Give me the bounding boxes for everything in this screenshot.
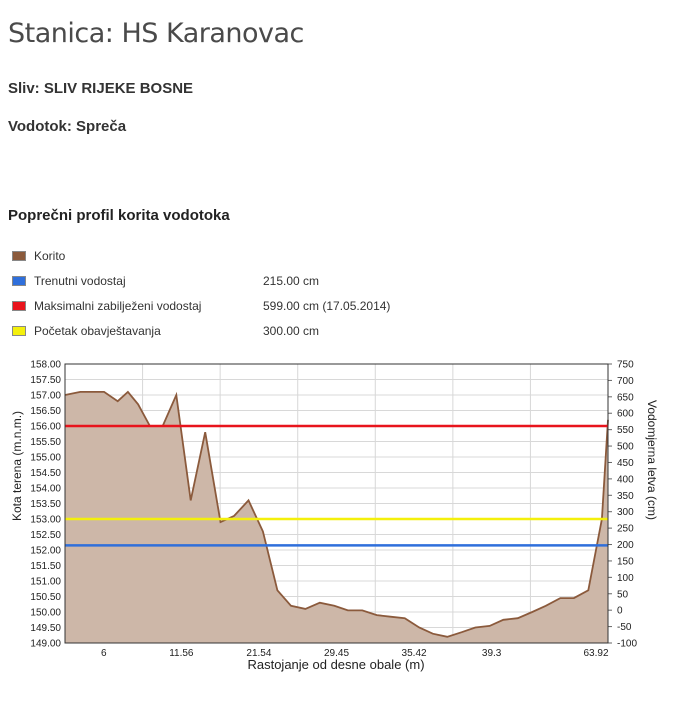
y-tick-label: 149.00 (30, 639, 61, 650)
plot-frame (64, 363, 609, 644)
x-tick-label: 29.45 (324, 648, 349, 659)
y-tick-label: 153.00 (30, 515, 61, 526)
y2-axis-label: Vodomjerna letva (cm) (645, 400, 659, 520)
y2-tick-label: 400 (617, 474, 634, 485)
y-tick-label: 149.50 (30, 623, 61, 634)
legend-label: Trenutni vodostaj (34, 274, 126, 288)
y2-tick-label: -100 (617, 639, 637, 650)
legend-swatch (12, 301, 26, 311)
y-tick-label: 157.50 (30, 375, 61, 386)
y-tick-label: 157.00 (30, 391, 61, 402)
legend-label: Korito (34, 249, 66, 263)
legend-swatch (12, 251, 26, 261)
legend-swatch (12, 326, 26, 336)
y-tick-label: 152.00 (30, 546, 61, 557)
legend-item-alert-level: Početak obavještavanja 300.00 cm (12, 323, 632, 348)
basin-label: Sliv: SLIV RIJEKE BOSNE (8, 80, 194, 97)
y-tick-label: 155.00 (30, 453, 61, 464)
y-tick-label: 151.00 (30, 577, 61, 588)
x-tick-label: 11.56 (169, 648, 194, 659)
legend-label: Maksimalni zabilježeni vodostaj (34, 299, 202, 313)
y2-tick-label: 750 (617, 360, 634, 371)
y-tick-label: 151.50 (30, 561, 61, 572)
chart-legend: Korito Trenutni vodostaj 215.00 cm Maksi… (12, 248, 632, 348)
y2-tick-label: 450 (617, 458, 634, 469)
y2-tick-label: 350 (617, 491, 634, 502)
legend-value: 215.00 cm (263, 274, 320, 288)
x-tick-label: 35.42 (402, 648, 427, 659)
y2-tick-label: 550 (617, 425, 634, 436)
legend-swatch (12, 276, 26, 286)
x-tick-label: 6 (101, 648, 107, 659)
y-tick-label: 150.00 (30, 608, 61, 619)
watercourse-label: Vodotok: Spreča (8, 118, 127, 135)
legend-item-current-level: Trenutni vodostaj 215.00 cm (12, 273, 632, 298)
legend-value: 599.00 cm (17.05.2014) (263, 299, 391, 313)
y2-tick-label: 500 (617, 442, 634, 453)
y2-tick-label: 650 (617, 392, 634, 403)
page-title: Stanica: HS Karanovac (8, 18, 304, 49)
y-tick-label: 154.00 (30, 484, 61, 495)
y-tick-label: 155.50 (30, 437, 61, 448)
x-tick-label: 63.92 (583, 648, 608, 659)
y-tick-label: 153.50 (30, 499, 61, 510)
y2-tick-label: 200 (617, 540, 634, 551)
x-tick-label: 39.3 (482, 648, 502, 659)
cross-section-chart: 149.00 149.50 150.00 150.50 151.00 151.50 152.… (10, 360, 659, 673)
y2-tick-label: 0 (617, 606, 623, 617)
y2-tick-label: 250 (617, 524, 634, 535)
y2-tick-label: 700 (617, 376, 634, 387)
y-tick-label: 154.50 (30, 468, 61, 479)
y-axis-label: Kota terena (m.n.m.) (10, 411, 24, 521)
y-tick-label: 152.50 (30, 530, 61, 541)
y2-tick-label: -50 (617, 622, 632, 633)
legend-item-max-level: Maksimalni zabilježeni vodostaj 599.00 c… (12, 298, 632, 323)
y2-tick-label: 300 (617, 507, 634, 518)
legend-value: 300.00 cm (263, 324, 320, 338)
legend-label: Početak obavještavanja (34, 324, 161, 338)
y2-tick-label: 100 (617, 573, 634, 584)
y-tick-label: 150.50 (30, 592, 61, 603)
legend-item-korito: Korito (12, 248, 632, 273)
y-tick-label: 158.00 (30, 360, 61, 371)
y2-tick-label: 50 (617, 589, 629, 600)
y-tick-label: 156.00 (30, 422, 61, 433)
y2-tick-label: 150 (617, 556, 634, 567)
x-axis-label: Rastojanje od desne obale (m) (247, 657, 424, 672)
x-tick-label: 21.54 (246, 648, 271, 659)
y2-tick-label: 600 (617, 409, 634, 420)
section-title: Poprečni profil korita vodotoka (8, 207, 230, 224)
y-tick-label: 156.50 (30, 406, 61, 417)
